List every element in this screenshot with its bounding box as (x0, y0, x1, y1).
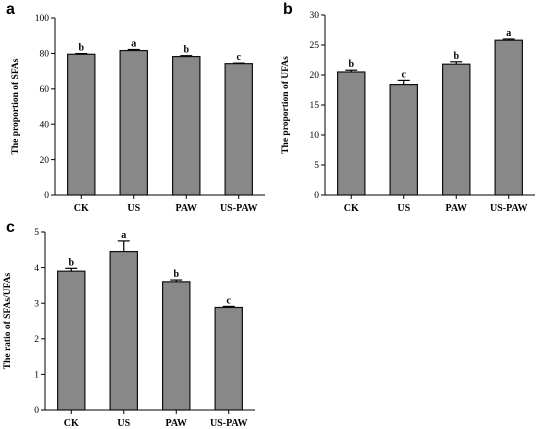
y-tick-label: 30 (310, 11, 320, 21)
bar-ck (56, 270, 86, 411)
significance-label: a (121, 230, 126, 241)
panel-label: c (6, 219, 15, 236)
chart-panel-b: b 0 5 10 15 20 25 30 The proportion of UFAs b CK c U… (281, 1, 535, 214)
significance-label: a (506, 28, 511, 39)
x-tick-label: US (127, 203, 140, 214)
y-tick-label: 25 (310, 41, 320, 51)
y-axis-label: The proportion of SFAs (11, 58, 21, 154)
y-tick-label: 2 (34, 335, 39, 345)
chart-panel-c: c 0 1 2 3 4 5 The ratio of SFAs/UFAs b CK a US b PAW c… (3, 219, 255, 429)
x-tick-label: US-PAW (210, 418, 248, 429)
y-tick-label: 4 (34, 264, 39, 274)
x-tick-label: PAW (166, 418, 187, 429)
x-tick-label: CK (344, 203, 359, 214)
significance-label: b (173, 269, 179, 280)
x-tick-label: PAW (446, 203, 467, 214)
y-tick-label: 60 (40, 85, 50, 95)
bar-us-paw (214, 306, 244, 411)
y-tick-label: 40 (40, 120, 50, 130)
y-tick-label: 80 (40, 50, 50, 60)
x-tick-label: US (397, 203, 410, 214)
bar-ck (337, 71, 366, 196)
y-tick-label: 20 (40, 156, 50, 166)
significance-label: b (78, 43, 84, 54)
x-tick-label: US-PAW (220, 203, 258, 214)
bar-paw (162, 281, 191, 411)
y-tick-label: 20 (310, 71, 320, 81)
y-axis-label: The ratio of SFAs/UFAs (3, 272, 13, 369)
chart-panel-a: a 0 20 40 60 80 100 The proportion of SFAs b CK a U… (6, 1, 265, 214)
bar-paw (172, 55, 201, 196)
significance-label: b (348, 59, 354, 70)
y-tick-label: 100 (35, 14, 50, 24)
significance-label: b (68, 257, 74, 268)
bar-us (109, 250, 138, 411)
y-tick-label: 5 (314, 161, 319, 171)
significance-label: c (227, 295, 232, 306)
significance-label: a (131, 39, 136, 50)
panel-label: a (6, 1, 15, 18)
x-tick-label: CK (74, 203, 89, 214)
x-tick-label: US (117, 418, 130, 429)
significance-label: b (453, 51, 459, 62)
y-tick-label: 1 (34, 371, 39, 381)
bar-us (389, 83, 419, 196)
bar-paw (442, 63, 471, 196)
bar-us (119, 49, 148, 196)
y-axis-label: The proportion of UFAs (281, 56, 291, 154)
significance-label: c (237, 52, 242, 63)
panel-label: b (283, 1, 293, 18)
y-tick-label: 0 (34, 406, 39, 416)
y-tick-label: 0 (314, 191, 319, 201)
y-tick-label: 0 (44, 191, 49, 201)
y-tick-label: 15 (310, 101, 320, 111)
significance-label: b (183, 45, 189, 56)
bar-us-paw (224, 63, 254, 196)
x-tick-label: PAW (176, 203, 197, 214)
x-tick-label: US-PAW (490, 203, 528, 214)
y-tick-label: 3 (34, 299, 39, 309)
bar-ck (66, 53, 96, 196)
bar-us-paw (494, 39, 524, 196)
y-tick-label: 5 (34, 228, 39, 238)
y-tick-label: 10 (310, 131, 320, 141)
significance-label: c (402, 69, 407, 80)
x-tick-label: CK (64, 418, 79, 429)
